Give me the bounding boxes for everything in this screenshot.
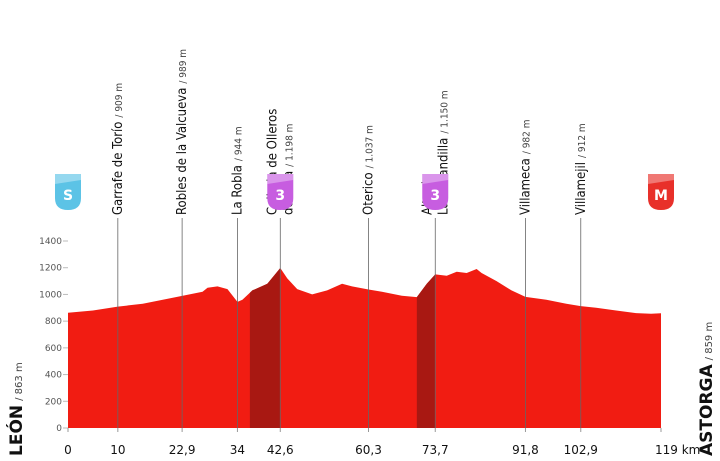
badge-label: M <box>654 188 668 204</box>
waypoint-elevation: / 989 m <box>178 49 189 84</box>
x-tick-label: 0 <box>64 443 72 457</box>
finish-name: ASTORGA <box>697 364 717 456</box>
waypoint-name: Oterico <box>361 172 376 215</box>
y-tick-label: 200 <box>45 397 62 407</box>
start-elevation: / 863 m <box>14 362 25 401</box>
waypoint-label: Villamejil / 912 m <box>574 123 589 215</box>
badge-top <box>648 174 674 184</box>
y-tick-label: 400 <box>45 371 62 381</box>
x-tick-label: 10 <box>110 443 125 457</box>
waypoint-name: Garrafe de Torío <box>111 122 126 215</box>
badge: M <box>648 174 674 210</box>
badge-top <box>267 174 294 184</box>
badge-top <box>422 174 449 184</box>
badge-shape <box>267 174 294 210</box>
x-tick-label: 73,7 <box>422 443 449 457</box>
x-tick-label: 22,9 <box>169 443 196 457</box>
badge: 3 <box>267 174 294 210</box>
waypoint-label: Garrafe de Torío / 909 m <box>111 83 126 215</box>
waypoint-elevation: / 1.037 m <box>364 125 375 168</box>
waypoint-name: La Robla <box>230 165 245 215</box>
waypoint-name: Villameca <box>518 158 533 215</box>
y-tick-label: 1200 <box>39 264 62 274</box>
y-tick-label: 1400 <box>39 237 62 247</box>
waypoint-label: Villameca / 982 m <box>518 119 533 215</box>
x-tick-label: 102,9 <box>564 443 598 457</box>
badge-shape <box>55 174 81 210</box>
badge-label: 3 <box>430 188 440 204</box>
badge-shape <box>648 174 674 210</box>
waypoint-label: Robles de la Valcueva / 989 m <box>175 49 190 215</box>
waypoint-name: Robles de la Valcueva <box>175 88 190 215</box>
climb-band <box>416 267 436 428</box>
badge-top <box>55 174 81 184</box>
waypoint-elevation: / 909 m <box>114 83 125 118</box>
badge-label: 3 <box>275 188 285 204</box>
finish-label: ASTORGA / 859 m <box>697 322 717 456</box>
waypoint-elevation: / 982 m <box>521 119 532 154</box>
finish-elevation: / 859 m <box>704 322 715 361</box>
waypoint-elevation: / 1.150 m <box>439 90 450 133</box>
y-tick-label: 0 <box>56 424 62 434</box>
y-tick-label: 800 <box>45 317 62 327</box>
waypoint-elevation: / 1.198 m <box>284 124 295 167</box>
x-tick-label: 91,8 <box>512 443 539 457</box>
x-tick-label: 34 <box>230 443 245 457</box>
waypoint-label: Oterico / 1.037 m <box>361 125 376 215</box>
waypoint-elevation: / 944 m <box>233 126 244 161</box>
climb-band <box>249 267 281 428</box>
start-name: LEÓN <box>5 405 27 456</box>
y-tick-label: 1000 <box>39 290 62 300</box>
elevation-area <box>68 267 661 428</box>
badge-shape <box>422 174 449 210</box>
x-tick-label: 42,6 <box>267 443 294 457</box>
x-tick-label: 119 km <box>655 443 700 457</box>
y-tick-label: 600 <box>45 344 62 354</box>
waypoint-elevation: / 912 m <box>577 123 588 158</box>
start-label: LEÓN / 863 m <box>5 362 27 456</box>
badge-label: S <box>63 188 73 204</box>
waypoint-label: La Robla / 944 m <box>230 126 245 215</box>
badge: S <box>55 174 81 210</box>
x-tick-label: 60,3 <box>355 443 382 457</box>
badge: 3 <box>422 174 449 210</box>
waypoint-name: Villamejil <box>574 162 589 215</box>
